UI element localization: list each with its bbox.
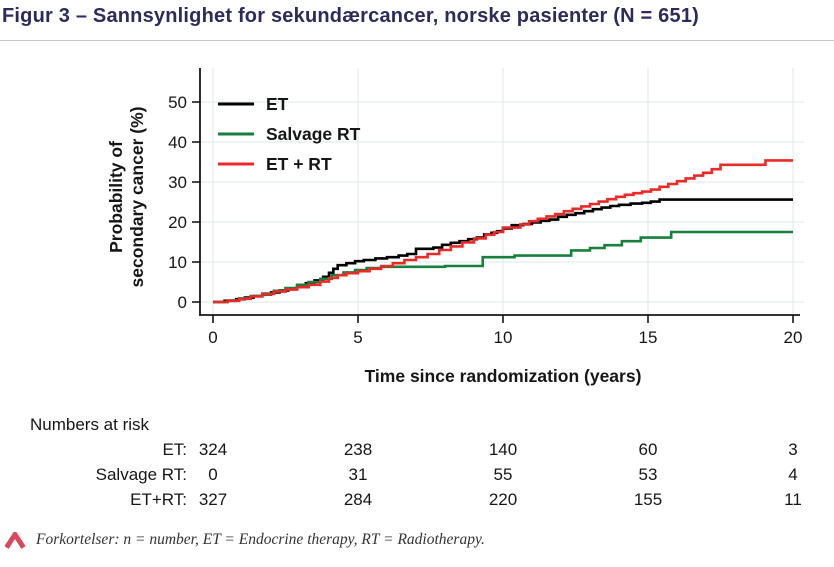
legend-label-2: Salvage RT	[266, 124, 361, 144]
risk-value: 140	[488, 440, 518, 459]
risk-value: 0	[208, 465, 218, 484]
risk-row-label: ET:	[162, 440, 187, 459]
legend-label-3: ET + RT	[266, 154, 332, 174]
risk-value: 31	[348, 465, 368, 484]
risk-value: 284	[343, 490, 373, 509]
risk-value: 4	[788, 465, 798, 484]
y-tick-label: 10	[168, 253, 187, 272]
series-line-et-rt	[213, 159, 793, 304]
risk-value: 53	[638, 465, 658, 484]
title-divider	[0, 40, 834, 41]
y-tick-label: 30	[168, 173, 187, 192]
risk-value: 60	[638, 440, 658, 459]
legend-label-1: ET	[266, 94, 289, 114]
y-tick-label: 0	[178, 293, 187, 312]
figure-title: Figur 3 – Sannsynlighet for sekundærcanc…	[2, 5, 700, 27]
secondary-cancer-chart: 0 10 20 30 40 50 0 5 10 15 20 Time since randomizat…	[106, 68, 804, 386]
risk-row-label: Salvage RT:	[95, 465, 187, 484]
y-tick-label: 50	[168, 93, 187, 112]
x-tick-label: 0	[208, 328, 217, 347]
risk-value: 238	[343, 440, 373, 459]
risk-value: 327	[198, 490, 228, 509]
x-tick-label: 10	[494, 328, 513, 347]
risk-value: 324	[198, 440, 228, 459]
footnote-text: Forkortelser: n = number, ET = Endocrine…	[36, 531, 485, 548]
risk-value: 11	[784, 490, 802, 509]
x-tick-label: 15	[639, 328, 658, 347]
x-tick-label: 20	[784, 328, 803, 347]
risk-value: 220	[488, 490, 518, 509]
risk-value: 3	[788, 440, 798, 459]
footnote: Forkortelser: n = number, ET = Endocrine…	[4, 531, 485, 549]
x-axis-title: Time since randomization (years)	[365, 366, 642, 386]
y-tick-label: 40	[168, 133, 187, 152]
risk-value: 55	[493, 465, 513, 484]
risk-value: 155	[633, 490, 663, 509]
risk-row-label: ET+RT:	[130, 490, 187, 509]
numbers-at-risk-title: Numbers at risk	[30, 415, 150, 434]
y-axis-title-line: secondary cancer (%)	[127, 107, 147, 288]
caret-up-icon	[4, 531, 26, 549]
y-axis-title-line: Probability of	[106, 141, 126, 253]
x-tick-label: 5	[353, 328, 362, 347]
y-tick-label: 20	[168, 213, 187, 232]
